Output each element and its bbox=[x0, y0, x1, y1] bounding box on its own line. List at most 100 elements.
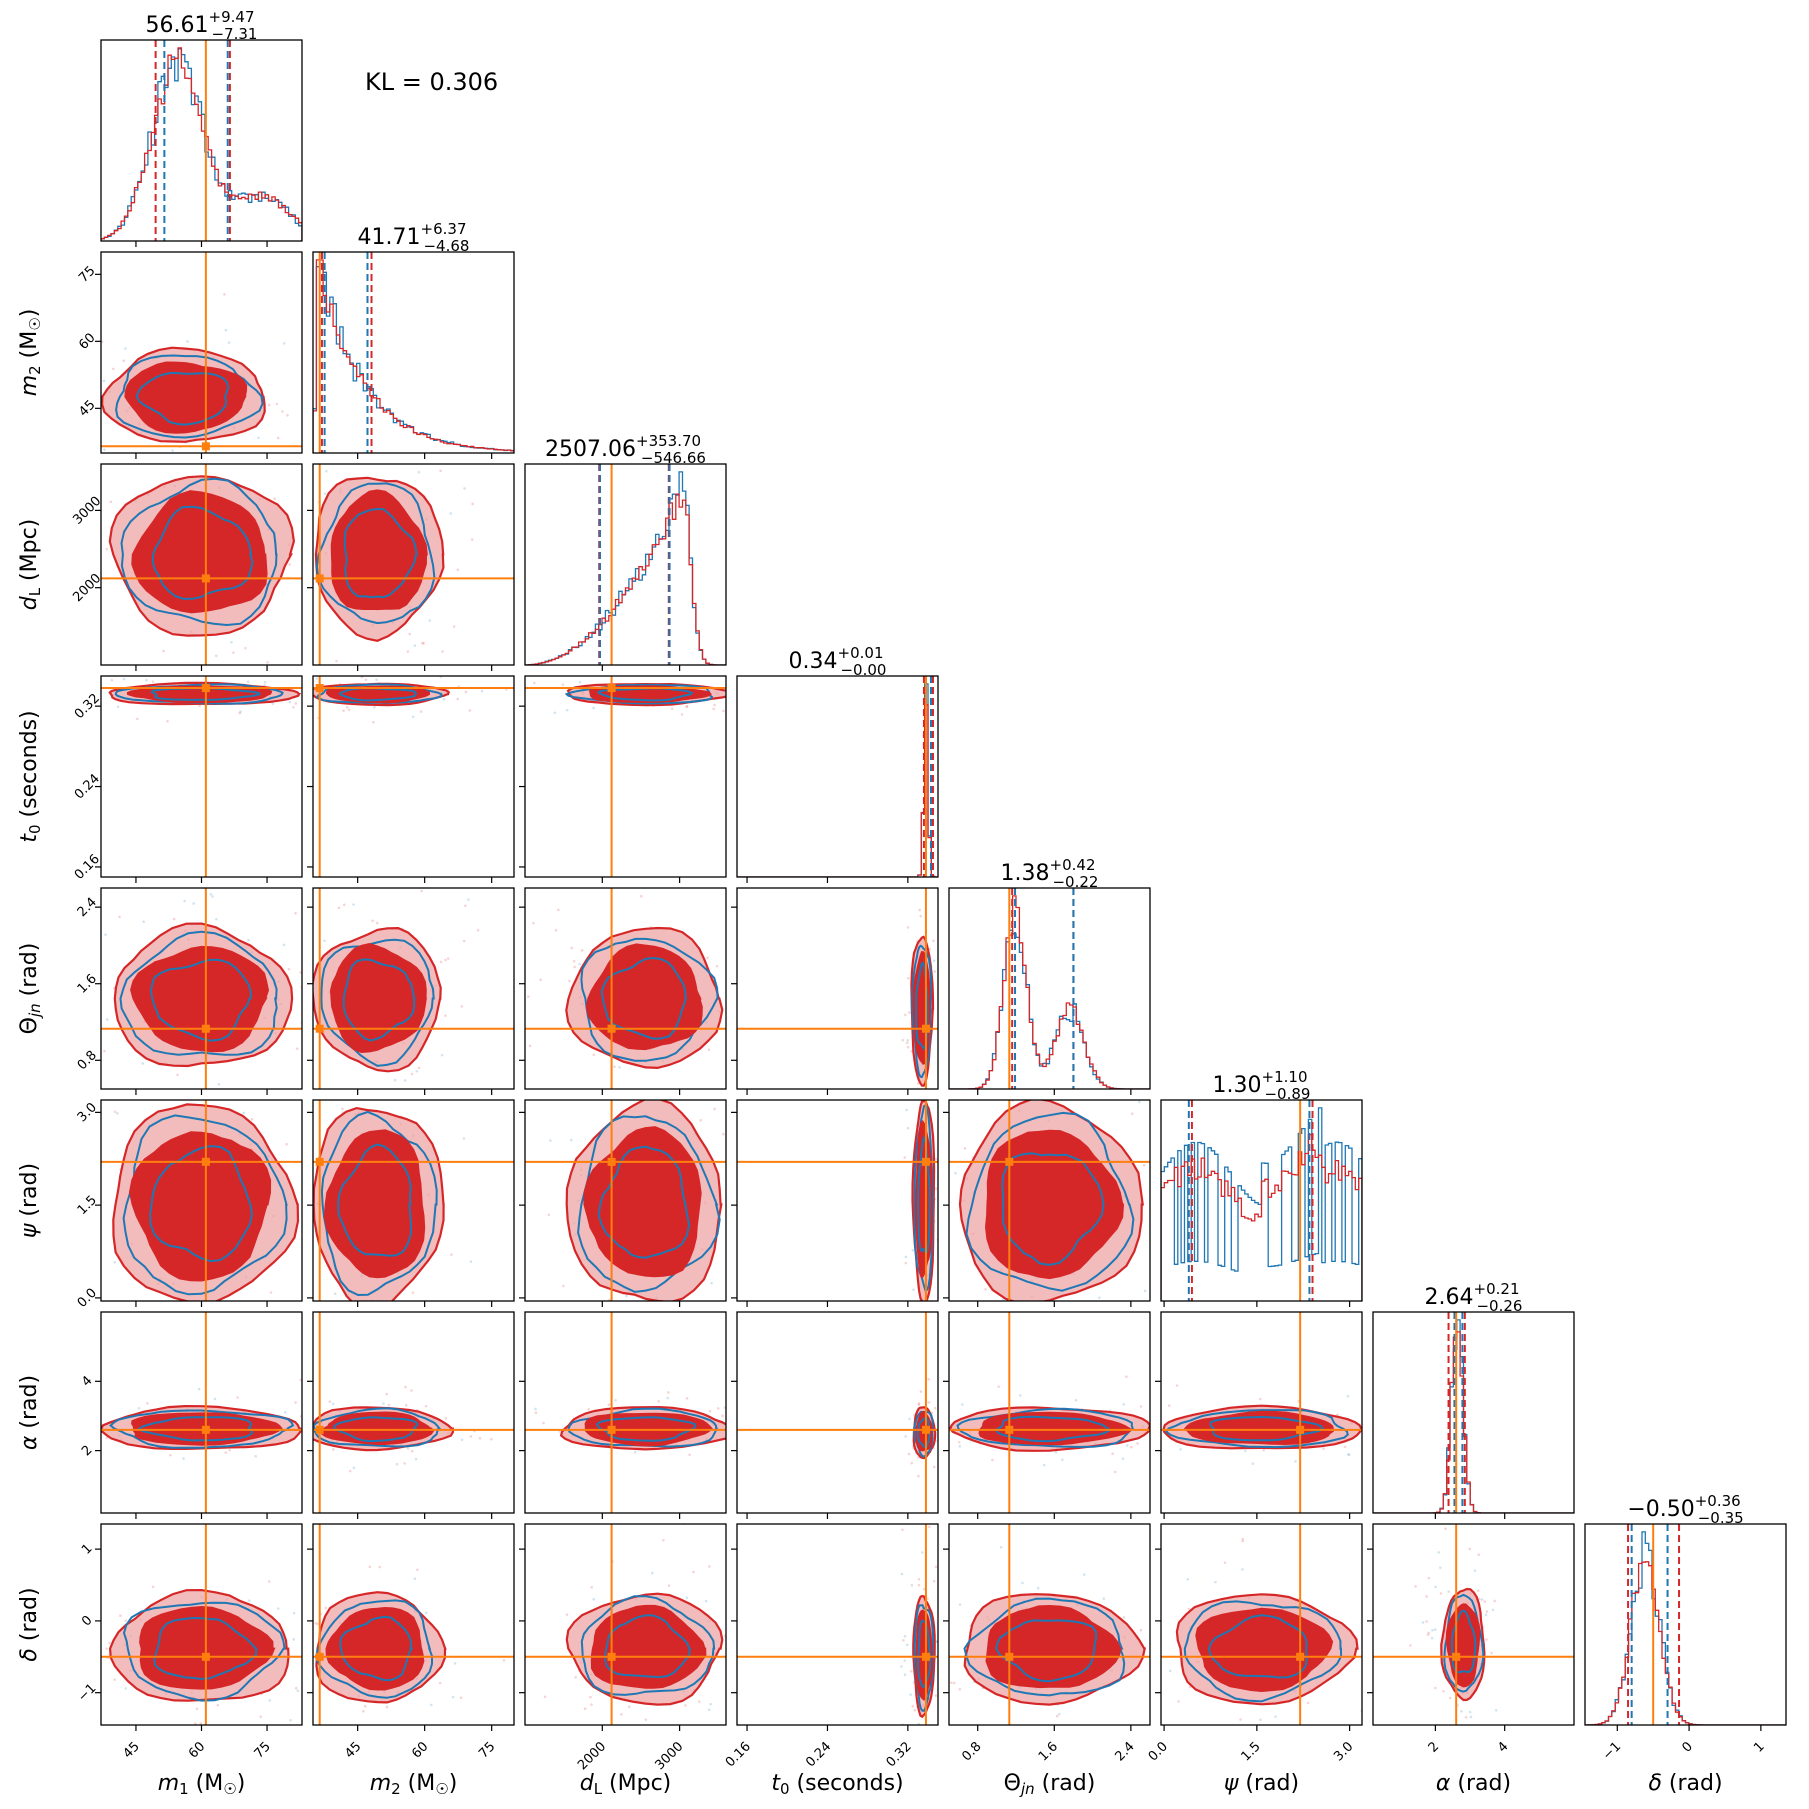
scatter-point bbox=[533, 681, 536, 685]
scatter-point bbox=[587, 1407, 590, 1411]
scatter-point bbox=[1414, 1585, 1417, 1588]
contour-outer-blue bbox=[315, 482, 436, 625]
panel-frame bbox=[312, 1099, 515, 1302]
scatter-point bbox=[901, 1528, 904, 1532]
scatter-point bbox=[1142, 1163, 1146, 1167]
scatter-point bbox=[734, 1056, 737, 1059]
scatter-point bbox=[697, 1075, 700, 1078]
scatter-point bbox=[281, 410, 284, 413]
scatter-point bbox=[917, 1583, 921, 1587]
scatter-point bbox=[189, 1090, 192, 1093]
x-tick-label: 2 bbox=[1426, 1739, 1442, 1755]
scatter-point bbox=[904, 1435, 907, 1438]
scatter-point bbox=[528, 1044, 532, 1048]
scatter-point bbox=[1346, 1453, 1350, 1456]
contour-inner-blue bbox=[339, 1615, 414, 1682]
scatter-point bbox=[991, 1458, 994, 1462]
panel-frame bbox=[948, 1099, 1151, 1302]
scatter-point bbox=[1115, 1691, 1118, 1694]
scatter-point bbox=[314, 1061, 317, 1064]
scatter-point bbox=[570, 946, 574, 950]
scatter-point bbox=[40, 412, 43, 415]
scatter-point bbox=[919, 1390, 923, 1393]
scatter-point bbox=[307, 978, 310, 981]
scatter-point bbox=[364, 678, 368, 682]
panel-thetajn-thetajn: 1.38+0.42 −0.22 bbox=[948, 856, 1151, 1090]
panel-m2-psi bbox=[312, 1099, 515, 1312]
scatter-point bbox=[1336, 1413, 1339, 1416]
hist-red bbox=[737, 704, 938, 877]
panel-m1-alpha bbox=[100, 1311, 312, 1514]
scatter-point bbox=[470, 1441, 473, 1444]
scatter-point bbox=[1294, 1460, 1297, 1463]
scatter-point bbox=[367, 1760, 370, 1763]
scatter-point bbox=[905, 1643, 909, 1647]
scatter-point bbox=[228, 1449, 231, 1452]
panel-frame bbox=[1372, 1523, 1575, 1726]
panel-frame bbox=[736, 887, 939, 1090]
y-tick-label: 4 bbox=[79, 1373, 95, 1389]
scatter-point bbox=[309, 1419, 312, 1422]
scatter-point bbox=[1057, 1712, 1061, 1716]
contour-inner-red bbox=[585, 943, 703, 1051]
scatter-point bbox=[464, 904, 467, 908]
scatter-point bbox=[706, 956, 709, 959]
scatter-point bbox=[199, 1722, 203, 1725]
panel-m1-m2 bbox=[40, 251, 303, 454]
scatter-point bbox=[502, 1659, 506, 1662]
scatter-point bbox=[214, 654, 218, 658]
contour-outer-blue bbox=[1165, 1409, 1349, 1449]
contour-inner-blue bbox=[595, 1416, 697, 1442]
scatter-point bbox=[308, 681, 311, 684]
scatter-point bbox=[183, 899, 186, 903]
panel-frame bbox=[312, 1311, 515, 1514]
contour-inner-blue bbox=[1450, 1609, 1477, 1674]
scatter-point bbox=[77, 1648, 80, 1651]
panel-t0-t0: 0.34+0.01 −0.00 bbox=[736, 644, 939, 878]
scatter-point bbox=[189, 671, 192, 674]
scatter-point bbox=[230, 640, 233, 644]
scatter-point bbox=[438, 1681, 442, 1685]
scatter-point bbox=[77, 964, 80, 967]
title-m1: 56.61+9.47 −7.31 bbox=[146, 8, 258, 43]
scatter-point bbox=[1476, 1589, 1480, 1592]
scatter-point bbox=[124, 1619, 128, 1622]
panel-t0-delta bbox=[736, 1523, 939, 1726]
scatter-point bbox=[151, 680, 155, 683]
scatter-point bbox=[1054, 1450, 1058, 1454]
title-dL: 2507.06+353.70 −546.66 bbox=[545, 432, 706, 467]
scatter-point bbox=[118, 915, 121, 919]
scatter-point bbox=[305, 680, 308, 683]
panel-frame bbox=[1160, 1523, 1363, 1726]
scatter-point bbox=[906, 1126, 910, 1130]
scatter-point bbox=[592, 1597, 596, 1601]
scatter-point bbox=[211, 895, 214, 898]
scatter-point bbox=[549, 1139, 552, 1142]
contour-inner-red bbox=[131, 490, 268, 614]
scatter-point bbox=[910, 1461, 913, 1465]
scatter-point bbox=[1427, 1726, 1430, 1729]
scatter-point bbox=[161, 1072, 164, 1075]
scatter-point bbox=[981, 1371, 984, 1374]
scatter-point bbox=[247, 1599, 251, 1602]
scatter-point bbox=[381, 1096, 384, 1099]
scatter-point bbox=[151, 1585, 155, 1589]
scatter-point bbox=[59, 682, 62, 685]
scatter-point bbox=[921, 1579, 924, 1582]
scatter-point bbox=[633, 1450, 637, 1454]
scatter-point bbox=[685, 705, 688, 708]
scatter-point bbox=[1177, 1743, 1180, 1746]
scatter-point bbox=[253, 708, 256, 711]
panel-thetajn-delta bbox=[921, 1523, 1151, 1726]
scatter-point bbox=[662, 1539, 665, 1542]
scatter-point bbox=[1122, 1403, 1126, 1406]
scatter-point bbox=[236, 1396, 239, 1399]
scatter-point bbox=[1098, 1296, 1101, 1300]
scatter-point bbox=[349, 1309, 352, 1312]
scatter-point bbox=[578, 680, 582, 684]
scatter-point bbox=[928, 1525, 931, 1529]
scatter-point bbox=[629, 1738, 632, 1741]
scatter-point bbox=[740, 1154, 743, 1157]
scatter-point bbox=[292, 705, 295, 709]
scatter-point bbox=[1494, 1708, 1498, 1712]
